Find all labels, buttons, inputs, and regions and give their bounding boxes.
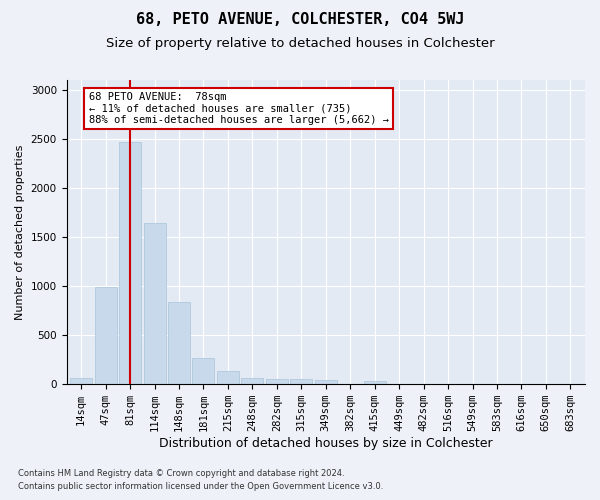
Text: 68 PETO AVENUE:  78sqm
← 11% of detached houses are smaller (735)
88% of semi-de: 68 PETO AVENUE: 78sqm ← 11% of detached … <box>89 92 389 125</box>
Bar <box>364 382 386 384</box>
Bar <box>193 358 214 384</box>
X-axis label: Distribution of detached houses by size in Colchester: Distribution of detached houses by size … <box>159 437 493 450</box>
Bar <box>119 142 141 384</box>
Bar <box>168 302 190 384</box>
Bar <box>217 372 239 384</box>
Text: Size of property relative to detached houses in Colchester: Size of property relative to detached ho… <box>106 38 494 51</box>
Text: Contains HM Land Registry data © Crown copyright and database right 2024.: Contains HM Land Registry data © Crown c… <box>18 468 344 477</box>
Bar <box>315 380 337 384</box>
Bar <box>70 378 92 384</box>
Bar <box>143 224 166 384</box>
Bar <box>95 287 116 384</box>
Y-axis label: Number of detached properties: Number of detached properties <box>15 144 25 320</box>
Text: 68, PETO AVENUE, COLCHESTER, CO4 5WJ: 68, PETO AVENUE, COLCHESTER, CO4 5WJ <box>136 12 464 28</box>
Bar <box>290 380 313 384</box>
Bar <box>241 378 263 384</box>
Bar <box>266 380 288 384</box>
Text: Contains public sector information licensed under the Open Government Licence v3: Contains public sector information licen… <box>18 482 383 491</box>
